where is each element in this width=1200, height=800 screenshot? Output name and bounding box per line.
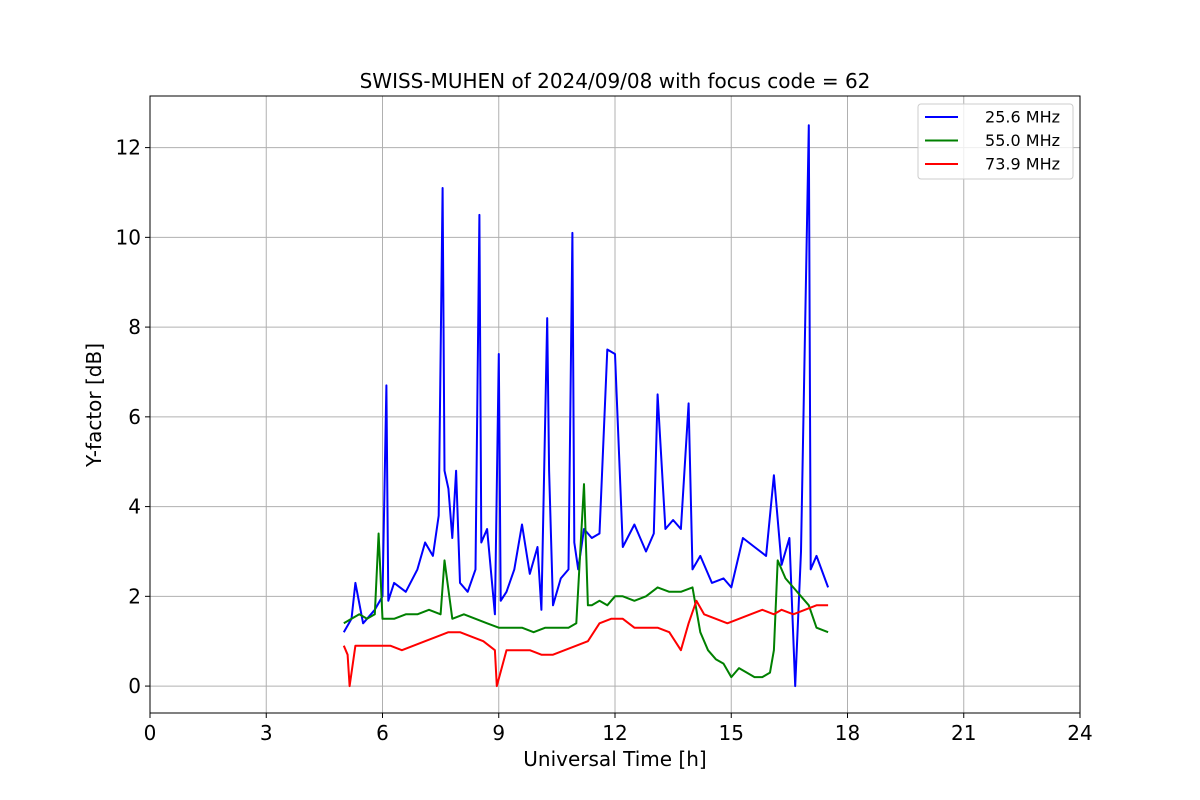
legend-label: 73.9 MHz <box>985 155 1060 174</box>
legend: 25.6 MHz 55.0 MHz 73.9 MHz <box>917 103 1074 180</box>
y-tick-label: 2 <box>128 584 141 608</box>
legend-label: 25.6 MHz <box>985 108 1060 127</box>
y-tick-label: 6 <box>128 405 141 429</box>
y-axis-title: Y-factor [dB] <box>82 343 106 468</box>
series-layer <box>342 124 830 688</box>
x-tick-label: 24 <box>1067 721 1092 745</box>
series-line-1 <box>343 483 829 679</box>
y-tick-label: 0 <box>128 674 141 698</box>
legend-box <box>917 103 1074 180</box>
x-tick-label: 21 <box>951 721 976 745</box>
x-tick-label: 9 <box>492 721 505 745</box>
x-tick-label: 18 <box>835 721 860 745</box>
y-tick-label: 10 <box>116 225 141 249</box>
y-tick-label: 4 <box>128 495 141 519</box>
x-axis-title: Universal Time [h] <box>523 747 706 771</box>
y-tick-label: 8 <box>128 315 141 339</box>
series-line-0 <box>342 124 830 688</box>
x-axis: 0 3 6 9 12 15 18 21 24 <box>144 713 1093 745</box>
y-axis: 0 2 4 6 8 10 12 <box>116 136 150 698</box>
chart-title: SWISS-MUHEN of 2024/09/08 with focus cod… <box>360 69 871 93</box>
x-tick-label: 12 <box>602 721 627 745</box>
series-line-2 <box>342 599 829 688</box>
legend-label: 55.0 MHz <box>985 131 1060 150</box>
x-tick-label: 0 <box>144 721 157 745</box>
x-tick-label: 6 <box>376 721 389 745</box>
y-tick-label: 12 <box>116 136 141 160</box>
x-tick-label: 3 <box>260 721 273 745</box>
x-tick-label: 15 <box>719 721 744 745</box>
